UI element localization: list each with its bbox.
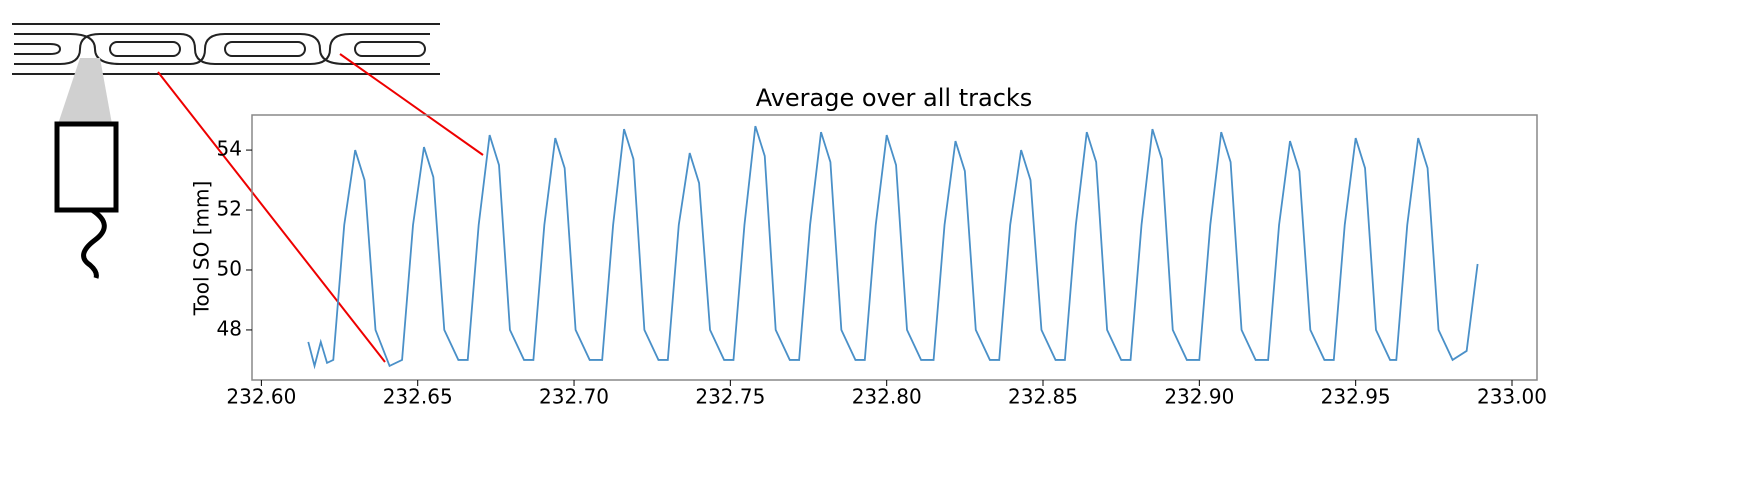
x-tick-label: 232.80: [852, 385, 922, 409]
x-tick-label: 232.85: [1008, 385, 1078, 409]
x-tick-label: 232.70: [539, 385, 609, 409]
data-line: [307, 125, 1479, 370]
y-tick-label: 50: [217, 256, 242, 280]
tool-cable: [81, 207, 107, 279]
tool-box: [54, 121, 119, 213]
y-tick-label: 54: [217, 137, 242, 161]
chart-title: Average over all tracks: [756, 84, 1033, 112]
pointer-line: [339, 53, 484, 156]
x-tick-label: 232.75: [695, 385, 765, 409]
tool-beam: [58, 58, 112, 124]
x-tick-label: 232.65: [383, 385, 453, 409]
x-tick-label: 233.00: [1477, 385, 1547, 409]
plot-frame: [251, 114, 1538, 381]
x-tick-label: 232.95: [1321, 385, 1391, 409]
pointer-line: [157, 71, 386, 363]
y-axis-label: Tool SO [mm]: [190, 181, 214, 317]
weave-diagram: [12, 23, 440, 75]
y-tick-label: 48: [217, 316, 242, 340]
x-tick-label: 232.60: [226, 385, 296, 409]
x-tick-label: 232.90: [1164, 385, 1234, 409]
y-tick-label: 52: [217, 197, 242, 221]
